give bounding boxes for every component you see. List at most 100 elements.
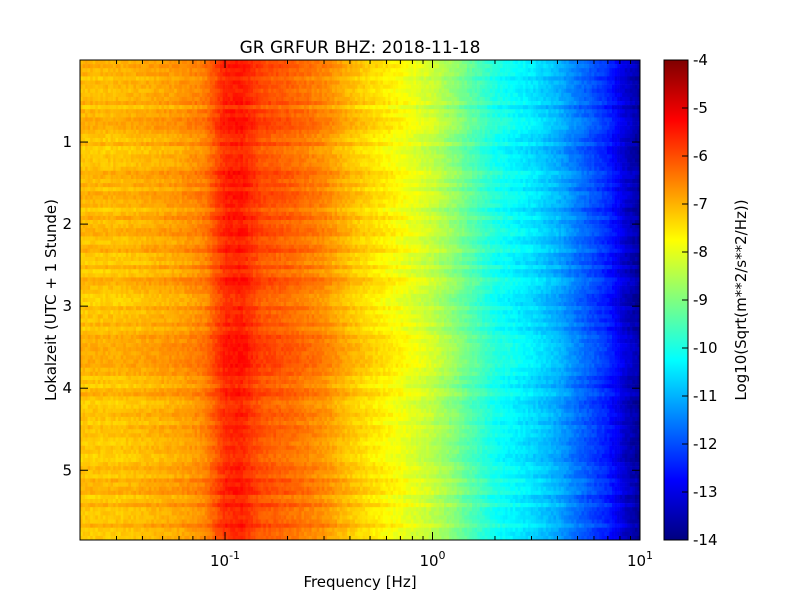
heatmap-cell <box>340 126 343 130</box>
heatmap-cell <box>307 81 310 85</box>
heatmap-cell <box>144 64 147 68</box>
heatmap-cell <box>286 134 289 138</box>
heatmap-cell <box>251 81 254 85</box>
heatmap-cell <box>205 72 208 76</box>
heatmap-cell <box>615 72 618 76</box>
heatmap-cell <box>518 68 521 72</box>
heatmap-cell <box>340 72 343 76</box>
heatmap-cell <box>200 97 203 101</box>
heatmap-cell <box>240 76 243 80</box>
heatmap-cell <box>133 113 136 117</box>
heatmap-cell <box>136 72 139 76</box>
heatmap-cell <box>161 138 164 142</box>
heatmap-cell <box>416 109 419 113</box>
heatmap-cell <box>620 64 623 68</box>
heatmap-cell <box>518 64 521 68</box>
heatmap-cell <box>136 113 139 117</box>
heatmap-cell <box>261 64 264 68</box>
heatmap-cell <box>342 60 345 64</box>
heatmap-cell <box>301 89 304 93</box>
heatmap-cell <box>235 64 238 68</box>
heatmap-cell <box>393 150 396 154</box>
heatmap-cell <box>327 113 330 117</box>
heatmap-cell <box>182 68 185 72</box>
heatmap-cell <box>510 101 513 105</box>
heatmap-cell <box>121 76 124 80</box>
heatmap-cell <box>490 101 493 105</box>
heatmap-cell <box>564 146 567 150</box>
heatmap-cell <box>131 72 134 76</box>
heatmap-cell <box>571 64 574 68</box>
heatmap-cell <box>622 113 625 117</box>
heatmap-cell <box>518 101 521 105</box>
heatmap-cell <box>273 109 276 113</box>
heatmap-cell <box>212 105 215 109</box>
heatmap-cell <box>475 76 478 80</box>
heatmap-cell <box>210 101 213 105</box>
heatmap-cell <box>396 93 399 97</box>
heatmap-cell <box>113 97 116 101</box>
heatmap-cell <box>615 130 618 134</box>
heatmap-cell <box>482 89 485 93</box>
heatmap-cell <box>240 117 243 121</box>
heatmap-cell <box>195 150 198 154</box>
heatmap-cell <box>200 130 203 134</box>
heatmap-cell <box>90 60 93 64</box>
heatmap-cell <box>391 134 394 138</box>
heatmap-cell <box>167 113 170 117</box>
heatmap-cell <box>151 109 154 113</box>
heatmap-cell <box>192 72 195 76</box>
heatmap-cell <box>123 134 126 138</box>
heatmap-cell <box>238 101 241 105</box>
heatmap-cell <box>365 81 368 85</box>
heatmap-cell <box>350 122 353 126</box>
heatmap-cell <box>350 85 353 89</box>
heatmap-cell <box>457 142 460 146</box>
heatmap-cell <box>477 97 480 101</box>
heatmap-cell <box>475 126 478 130</box>
heatmap-cell <box>533 105 536 109</box>
heatmap-cell <box>95 126 98 130</box>
heatmap-cell <box>121 81 124 85</box>
heatmap-cell <box>100 138 103 142</box>
heatmap-cell <box>518 117 521 121</box>
heatmap-cell <box>531 68 534 72</box>
heatmap-cell <box>584 146 587 150</box>
heatmap-cell <box>513 130 516 134</box>
heatmap-cell <box>441 72 444 76</box>
heatmap-cell <box>424 117 427 121</box>
heatmap-cell <box>485 109 488 113</box>
heatmap-cell <box>480 97 483 101</box>
heatmap-cell <box>253 81 256 85</box>
heatmap-cell <box>383 68 386 72</box>
heatmap-cell <box>615 64 618 68</box>
heatmap-cell <box>378 72 381 76</box>
heatmap-cell <box>564 109 567 113</box>
heatmap-cell <box>520 81 523 85</box>
heatmap-cell <box>225 97 228 101</box>
heatmap-cell <box>273 93 276 97</box>
heatmap-cell <box>480 64 483 68</box>
heatmap-cell <box>452 101 455 105</box>
heatmap-cell <box>594 105 597 109</box>
heatmap-cell <box>579 126 582 130</box>
heatmap-cell <box>217 150 220 154</box>
heatmap-cell <box>268 101 271 105</box>
heatmap-cell <box>149 138 152 142</box>
heatmap-cell <box>156 138 159 142</box>
heatmap-cell <box>217 76 220 80</box>
heatmap-cell <box>604 101 607 105</box>
heatmap-cell <box>347 101 350 105</box>
heatmap-cell <box>128 150 131 154</box>
heatmap-cell <box>434 150 437 154</box>
heatmap-cell <box>296 89 299 93</box>
heatmap-cell <box>365 105 368 109</box>
heatmap-cell <box>546 64 549 68</box>
heatmap-cell <box>149 122 152 126</box>
heatmap-cell <box>424 68 427 72</box>
heatmap-cell <box>284 93 287 97</box>
heatmap-cell <box>342 109 345 113</box>
heatmap-cell <box>240 134 243 138</box>
heatmap-cell <box>301 72 304 76</box>
heatmap-cell <box>266 109 269 113</box>
